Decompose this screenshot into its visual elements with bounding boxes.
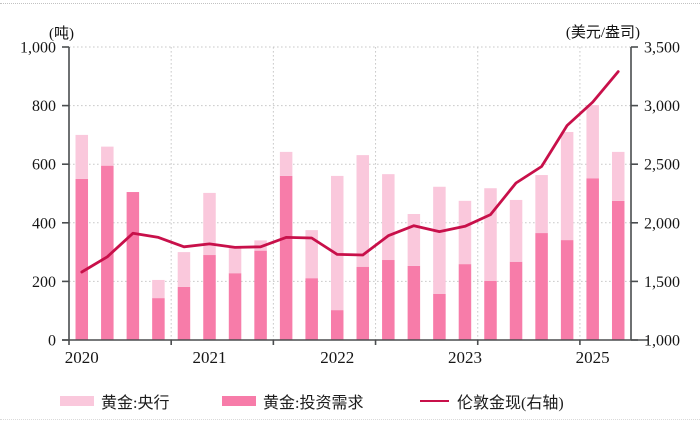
- central-bank-bar-segment: [101, 146, 114, 166]
- left-axis-tick-label: 800: [32, 98, 56, 115]
- central-bank-bar-segment: [611, 151, 625, 201]
- central-bank-bar-segment: [509, 199, 523, 262]
- investment-bar-segment: [484, 280, 497, 340]
- right-axis-unit: (美元/盎司): [565, 25, 640, 41]
- left-axis-tick-label: 400: [32, 215, 56, 232]
- central-bank-bar-segment: [152, 279, 165, 299]
- investment-bar-segment: [330, 310, 344, 340]
- investment-bar-segment: [356, 266, 370, 340]
- investment-bar-segment: [382, 260, 395, 340]
- london-gold-line-swatch: [420, 400, 449, 402]
- investment-bar-segment: [101, 165, 114, 340]
- right-axis-tick-label: 1,500: [644, 274, 680, 291]
- demand-bars: [75, 105, 625, 340]
- right-axis-tick-label: 1,000: [644, 333, 680, 350]
- central-bank-bar-segment: [330, 175, 344, 311]
- investment-bar-segment: [509, 261, 523, 340]
- investment-swatch: [222, 396, 256, 406]
- investment-bar-segment: [177, 286, 191, 340]
- legend-item-central-bank: 黄金:央行: [60, 390, 169, 412]
- investment-bar-segment: [458, 264, 472, 340]
- x-axis-year-label: 2022: [320, 348, 354, 367]
- investment-bar-segment: [203, 255, 216, 340]
- investment-bar-segment: [433, 293, 446, 340]
- legend-label-investment: 黄金:投资需求: [263, 395, 364, 412]
- left-axis-tick-label: 600: [32, 157, 56, 174]
- investment-bar-segment: [586, 178, 599, 340]
- london-gold-line: [80, 70, 620, 274]
- investment-bar-segment: [254, 250, 267, 340]
- central-bank-bar-segment: [407, 214, 421, 266]
- investment-bar-segment: [126, 192, 140, 340]
- left-axis-tick-label: 1,000: [20, 40, 56, 57]
- investment-bar-segment: [305, 278, 318, 340]
- central-bank-bar-segment: [433, 186, 446, 294]
- left-axis-tick-label: 0: [48, 333, 56, 350]
- legend-item-investment: 黄金:投资需求: [222, 390, 363, 412]
- central-bank-bar-segment: [458, 200, 472, 265]
- x-axis-year-label: 2025: [576, 348, 610, 367]
- central-bank-bar-segment: [356, 155, 370, 267]
- central-bank-bar-segment: [484, 188, 497, 281]
- investment-bar-segment: [560, 240, 574, 340]
- legend-label-london-gold: 伦敦金现(右轴): [457, 395, 564, 412]
- price-line: [80, 70, 620, 274]
- central-bank-swatch: [60, 396, 94, 406]
- axes: [62, 46, 648, 345]
- investment-bar-segment: [535, 233, 548, 340]
- central-bank-bar-segment: [177, 252, 191, 287]
- central-bank-bar-segment: [75, 134, 89, 179]
- central-bank-bar-segment: [203, 192, 216, 256]
- central-bank-bar-segment: [279, 151, 293, 176]
- right-axis-tick-label: 2,000: [644, 215, 680, 232]
- investment-bar-segment: [75, 178, 89, 340]
- investment-bar-segment: [279, 175, 293, 340]
- central-bank-bar-segment: [535, 175, 548, 234]
- right-axis-tick-label: 2,500: [644, 157, 680, 174]
- central-bank-bar-segment: [305, 230, 318, 279]
- top-divider: [0, 3, 700, 4]
- left-axis-tick-label: 200: [32, 274, 56, 291]
- investment-bar-segment: [152, 298, 165, 340]
- investment-bar-segment: [407, 265, 421, 340]
- right-axis-tick-label: 3,500: [644, 40, 680, 57]
- x-axis-year-label: 2023: [448, 348, 482, 367]
- x-axis-year-label: 2021: [193, 348, 227, 367]
- bottom-divider: [0, 419, 700, 420]
- legend-item-london-gold: 伦敦金现(右轴): [420, 390, 564, 412]
- legend-label-central-bank: 黄金:央行: [101, 395, 170, 412]
- central-bank-bar-segment: [228, 245, 242, 274]
- x-axis-year-label: 2020: [65, 348, 99, 367]
- axis-labels: 0 200 400 600 800 1,000 1,000 1,500 2,000 2,500 3,…: [20, 40, 680, 368]
- right-axis-tick-label: 3,000: [644, 98, 680, 115]
- central-bank-bar-segment: [586, 105, 599, 179]
- central-bank-bar-segment: [560, 131, 574, 241]
- central-bank-bar-segment: [382, 174, 395, 261]
- investment-bar-segment: [228, 273, 242, 340]
- investment-bar-segment: [611, 200, 625, 340]
- left-axis-unit: (吨): [49, 26, 74, 42]
